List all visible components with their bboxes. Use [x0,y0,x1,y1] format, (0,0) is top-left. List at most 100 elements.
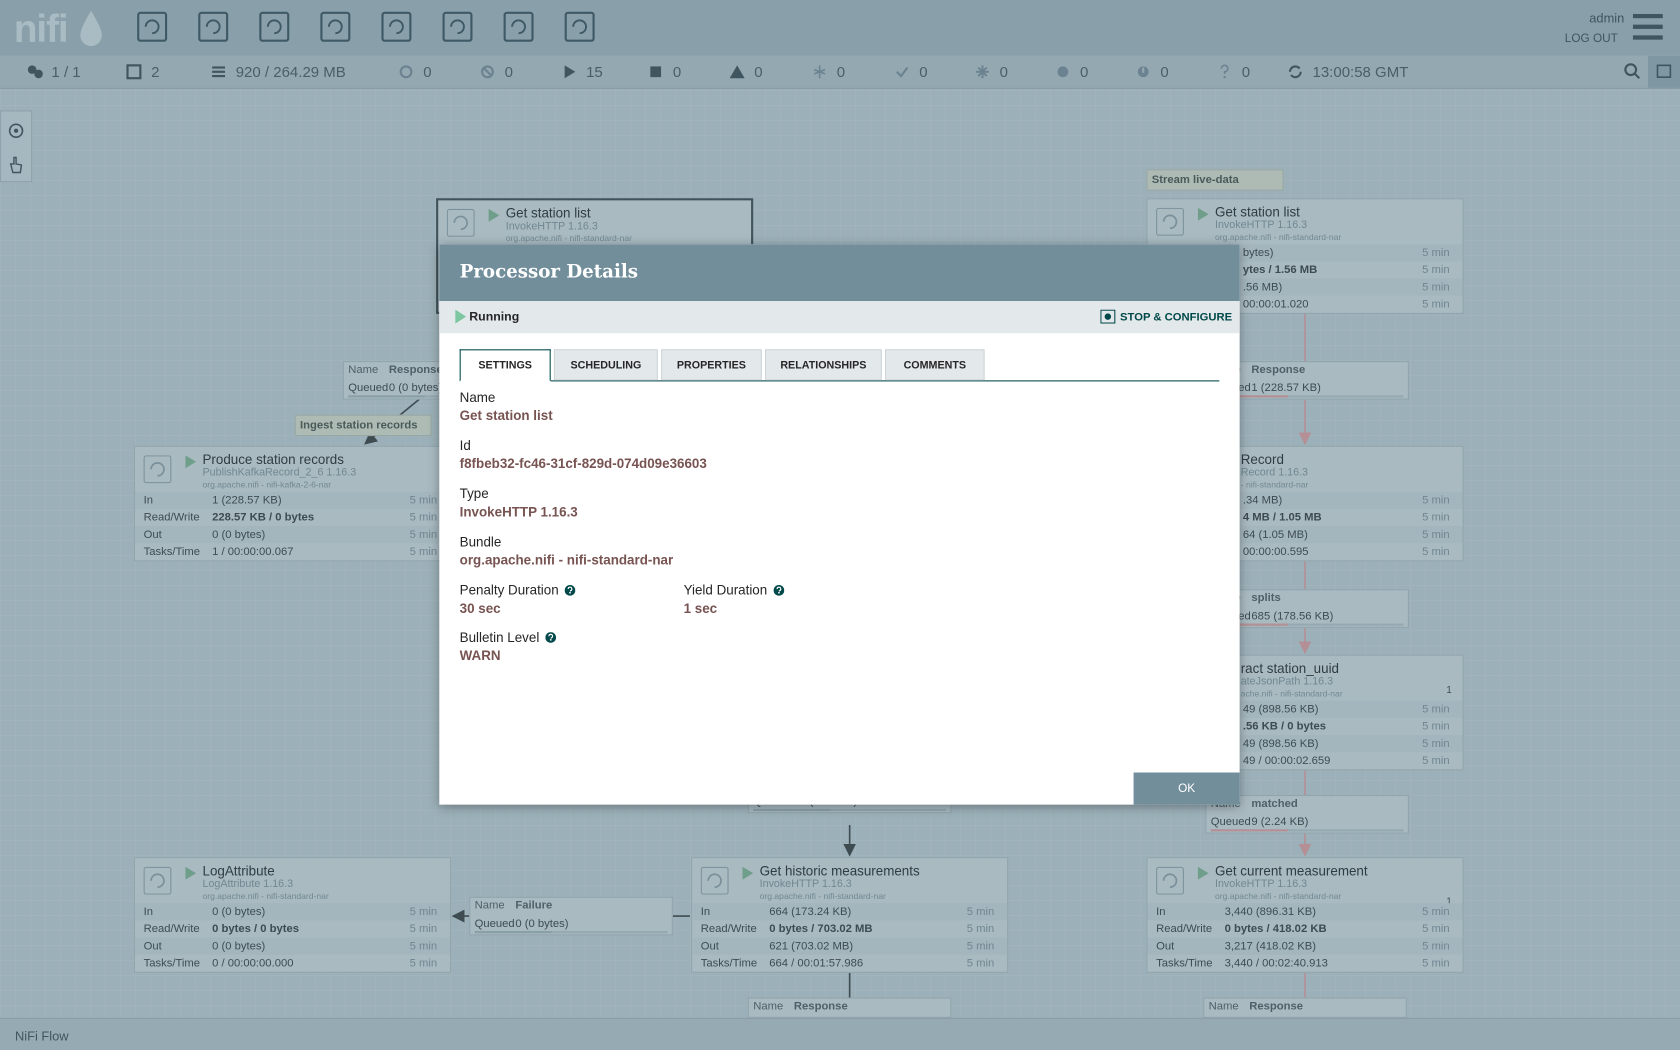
logout-link[interactable]: LOG OUT [1564,32,1618,46]
processor-bundle: org.apache.nifi - nifi-standard-nar [202,891,329,902]
dialog-status-row: Running STOP & CONFIGURE [439,301,1240,334]
stats-row: .56 KB / 0 bytes 5 min [1148,718,1463,735]
funnel-tool[interactable] [441,11,473,43]
stats-window: 5 min [1422,737,1450,751]
stop-configure-button[interactable]: STOP & CONFIGURE [1100,309,1232,324]
processor[interactable]: Produce station records PublishKafkaRecor… [133,445,452,562]
processor[interactable]: Get historic measurements InvokeHTTP 1.16… [691,857,1009,973]
field-value: Get station list [459,408,553,424]
stats-value: 0 bytes / 0 bytes [212,922,300,936]
stats-value: 0 bytes / 418.02 KB [1224,922,1327,936]
connection-label[interactable]: Name Response [747,997,952,1018]
global-menu[interactable] [1632,13,1663,42]
stats-value: 64 (1.05 MB) [1242,528,1308,542]
stats-value: 0 / 00:00:00.000 [212,956,294,970]
connection-label[interactable]: Name Failure Queued 0 (0 bytes) [469,896,673,936]
stats-row: In 0 (0 bytes) 5 min [135,903,451,921]
connection-name: Failure [515,898,553,912]
stats-row: Out 0 (0 bytes) 5 min [135,526,451,544]
help-icon[interactable] [773,585,785,596]
field-label-row: Penalty Duration [460,583,576,598]
process-group-tool[interactable] [319,11,351,43]
stats-label: Out [143,939,162,953]
breadcrumb-bar: NiFi Flow [0,1017,1680,1050]
field-label: Type [459,486,489,502]
stats-window: 5 min [1422,754,1450,768]
stats-row: In 3,440 (896.31 KB) 5 min [1147,903,1463,921]
ok-button[interactable]: OK [1133,772,1240,805]
stats-value: .56 MB) [1242,280,1283,294]
input-port-tool[interactable] [197,11,229,43]
bulletin-button[interactable] [1647,55,1680,88]
processor-name: LogAttribute [202,863,275,879]
stats-label: Tasks/Time [1156,956,1213,970]
dialog-tab[interactable]: COMMENTS [885,349,985,381]
connection-queued-label: Queued [474,917,515,931]
stats-window: 5 min [966,922,995,936]
stats-label: Tasks/Time [143,545,201,559]
status-icon [27,65,43,79]
dialog-tab[interactable]: SETTINGS [459,349,551,382]
status-value: 1 / 1 [51,63,81,81]
field-label: Penalty Duration [459,582,559,598]
stats-label: Out [143,528,162,542]
status-value: 0 [999,63,1008,81]
stats-value: 00:00:00.595 [1242,545,1309,559]
processor-type: Record 1.16.3 [1240,467,1309,479]
output-port-tool[interactable] [258,11,290,43]
current-user: admin [1589,10,1625,26]
stats-window: 5 min [1422,493,1450,507]
processor-state: Running [469,310,520,324]
stats-value: 0 (0 bytes) [212,905,266,919]
stats-label: In [143,493,153,507]
help-icon[interactable] [565,585,576,596]
stats-row: Tasks/Time 664 / 00:01:57.986 5 min [692,955,1007,972]
stats-label: Tasks/Time [143,956,201,970]
template-tool[interactable] [503,11,535,43]
stats-window: 5 min [1422,280,1450,294]
search-button[interactable] [1616,56,1648,88]
stats-row: Out 621 (703.02 MB) 5 min [692,937,1008,955]
dialog-title: Processor Details [459,261,639,283]
stats-row: Tasks/Time 0 / 00:00:00.000 5 min [135,955,450,972]
stats-value: 49 / 00:00:02.659 [1242,754,1331,768]
status-value: 0 [1160,63,1169,81]
queue-bar [474,931,668,934]
processor[interactable]: LogAttribute LogAttribute 1.16.3 org.apach… [133,857,452,973]
queue-bar-fill [753,808,831,812]
stats-window: 5 min [409,922,438,936]
field-label: Bulletin Level [459,630,540,646]
status-value: 0 [1080,63,1089,81]
connection-name-label: Name [348,363,379,377]
running-icon [455,309,467,324]
processor-type: InvokeHTTP 1.16.3 [1215,219,1308,232]
help-icon[interactable] [545,632,557,643]
dialog-tab[interactable]: PROPERTIES [661,349,762,381]
stats-window: 5 min [1422,922,1450,936]
navigate-button[interactable] [5,120,26,141]
stats-window: 5 min [1422,702,1450,716]
stats-window: 5 min [409,545,438,559]
navigation-palette [0,110,33,183]
stats-row: 00:00:01.020 5 min [1148,296,1463,313]
connection-label[interactable]: Name Response [1203,997,1407,1018]
stats-value: 49 (898.56 KB) [1242,702,1319,716]
processor-name: Record [1240,452,1284,468]
operate-button[interactable] [5,154,26,175]
processor-icon [700,866,729,895]
processor-icon [143,866,172,895]
dialog-tab[interactable]: RELATIONSHIPS [765,349,882,381]
connection-name: Response [1249,999,1304,1013]
stats-row: Read/Write 0 bytes / 703.02 MB 5 min [692,920,1007,937]
breadcrumb[interactable]: NiFi Flow [15,1028,69,1044]
dialog-tab[interactable]: SCHEDULING [553,349,658,381]
remote-process-group-tool[interactable] [380,11,412,43]
stats-window: 5 min [1422,939,1450,953]
queue-bar [1210,395,1404,398]
field-value: 1 sec [683,601,718,617]
processor-tool[interactable] [136,11,168,43]
label-tool[interactable] [564,11,596,43]
processor[interactable]: Get current measurement InvokeHTTP 1.16.3… [1146,857,1464,973]
connection-name: Response [388,363,443,377]
